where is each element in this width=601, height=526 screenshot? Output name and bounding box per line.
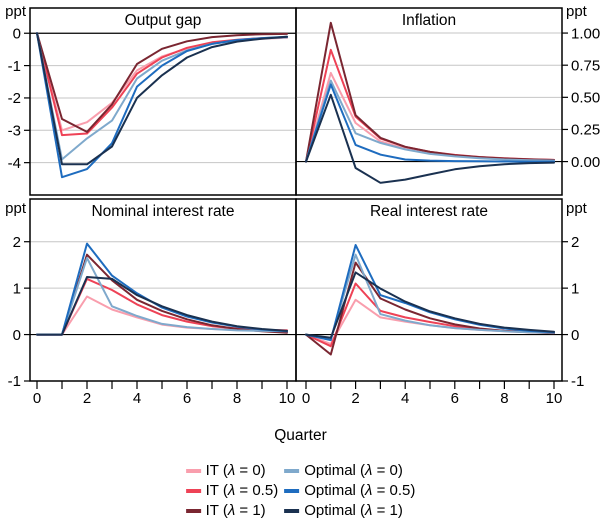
y-tick-label: 0 [13,327,21,344]
series-line-opt0 [36,32,288,161]
x-tick-label: 0 [302,390,310,407]
panel-inflation: 1.00 0.75 0.50 0.25 0.00 Inflation [295,7,600,196]
legend-swatch-opt05 [284,488,300,493]
legend-item-it05: IT (λ = 0.5) [185,482,279,499]
y-tick-label: 2 [571,234,579,251]
y-tick-label: 1 [13,280,21,297]
series-line-opt0 [36,257,288,336]
panel-title-output-gap: Output gap [125,12,202,29]
series-line-opt05 [36,32,288,179]
legend-item-opt0: Optimal (λ = 0) [284,462,415,479]
y-tick-label: -3 [8,122,21,139]
legend-label: Optimal (λ = 1) [304,502,403,519]
x-tick-label: 8 [500,390,508,407]
legend-swatch-opt0 [284,468,300,473]
y-tick-label: -1 [8,373,21,390]
legend-swatch-it0 [185,468,201,473]
x-tick-label: 4 [401,390,409,407]
y-tick-label: 0.50 [571,90,600,107]
panel-output-gap: 0 -1 -2 -3 -4 Output gap [8,7,297,196]
y-tick-label: 0 [13,25,21,42]
legend-item-opt05: Optimal (λ = 0.5) [284,482,415,499]
legend-item-opt1: Optimal (λ = 1) [284,502,415,519]
series-line-opt0 [305,253,555,341]
panel-border [295,198,563,382]
y-tick-label: -2 [8,90,21,107]
y-tick-label: -1 [571,373,584,390]
series-line-opt1 [36,32,288,166]
legend-label: IT (λ = 1) [205,502,266,519]
series-line-opt05 [36,242,288,336]
x-tick-label: 10 [546,390,563,407]
unit-label-ppt: ppt [5,200,27,217]
panel-border [29,7,297,196]
legend-label: Optimal (λ = 0.5) [304,482,416,499]
x-axis-title: Quarter [274,427,327,444]
legend: IT (λ = 0) IT (λ = 0.5) IT (λ = 1) Optimal … [185,462,415,519]
panel-title-nominal-interest-rate: Nominal interest rate [91,203,234,220]
series-line-opt1 [305,93,555,184]
series-line-opt0 [305,79,555,163]
series-line-it1 [305,261,555,356]
y-tick-label: 0 [571,327,579,344]
unit-label-ppt: ppt [5,3,27,20]
panel-title-real-interest-rate: Real interest rate [370,203,488,220]
panel-title-inflation: Inflation [402,12,456,29]
y-tick-label: -4 [8,155,21,172]
panel-border [29,198,297,382]
legend-swatch-it05 [185,488,201,493]
x-tick-label: 2 [83,390,91,407]
unit-label-ppt: ppt [566,3,588,20]
x-tick-label: 4 [133,390,141,407]
x-tick-label: 8 [233,390,241,407]
x-tick-label: 6 [183,390,191,407]
legend-label: IT (λ = 0.5) [205,482,279,499]
x-tick-label: 10 [279,390,296,407]
y-tick-label: 1.00 [571,25,600,42]
series-line-it1 [36,32,288,133]
y-tick-label: 0.75 [571,57,600,74]
unit-label-ppt: ppt [566,200,588,217]
series-line-opt05 [305,83,555,163]
y-tick-label: 0.25 [571,122,600,139]
x-tick-label: 2 [351,390,359,407]
x-tick-label: 6 [451,390,459,407]
series-line-opt1 [305,271,555,339]
y-tick-label: -1 [8,58,21,75]
y-tick-label: 1 [571,280,579,297]
legend-swatch-opt1 [284,508,300,513]
y-tick-label: 2 [13,234,21,251]
x-tick-label: 0 [33,390,41,407]
legend-item-it0: IT (λ = 0) [185,462,279,479]
legend-swatch-it1 [185,508,201,513]
series-line-it1 [305,21,555,163]
y-tick-label: 0.00 [571,154,600,171]
series-line-opt1 [36,276,288,336]
legend-label: Optimal (λ = 0) [304,462,403,479]
panel-border [295,7,563,196]
legend-label: IT (λ = 0) [205,462,266,479]
legend-item-it1: IT (λ = 1) [185,502,279,519]
